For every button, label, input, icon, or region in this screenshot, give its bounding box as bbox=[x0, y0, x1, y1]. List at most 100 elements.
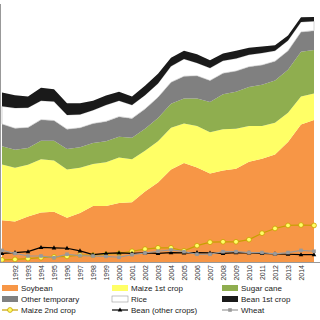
marker bbox=[182, 250, 187, 254]
marker bbox=[208, 252, 212, 256]
marker bbox=[13, 252, 17, 256]
marker bbox=[91, 253, 96, 258]
marker bbox=[299, 223, 304, 228]
marker bbox=[195, 243, 200, 248]
x-tick-label: 2004 bbox=[168, 265, 175, 281]
x-tick-label: 2013 bbox=[285, 265, 292, 281]
x-tick-label: 1993 bbox=[25, 265, 32, 281]
marker bbox=[299, 249, 303, 253]
marker bbox=[26, 254, 30, 258]
marker bbox=[221, 250, 225, 254]
x-tick-label: 1994 bbox=[38, 265, 45, 281]
marker bbox=[286, 223, 291, 228]
legend-label: Bean 1st crop bbox=[241, 295, 291, 304]
x-tick-label: 2014 bbox=[298, 265, 305, 281]
marker bbox=[234, 239, 239, 244]
x-tick-label: 1999 bbox=[103, 265, 110, 281]
legend-marker bbox=[118, 308, 123, 312]
x-tick-label: 2010 bbox=[246, 265, 253, 281]
x-tick-label: 2003 bbox=[155, 265, 162, 281]
marker bbox=[286, 251, 290, 255]
marker bbox=[234, 250, 239, 254]
x-tick-label: 2002 bbox=[142, 265, 149, 281]
legend-entry: Other temporary bbox=[2, 295, 79, 304]
marker bbox=[117, 255, 121, 259]
marker bbox=[299, 252, 304, 256]
legend-entry: Wheat bbox=[222, 306, 265, 315]
marker bbox=[195, 252, 199, 256]
marker bbox=[169, 248, 173, 252]
x-tick-label: 2011 bbox=[259, 265, 266, 280]
legend-entry: Bean 1st crop bbox=[222, 295, 291, 304]
legend-entry: Sugar cane bbox=[222, 284, 282, 293]
chart: 1992199319941995199619971998199920002001… bbox=[0, 0, 320, 320]
marker bbox=[52, 254, 57, 259]
x-tick-label: 2005 bbox=[181, 265, 188, 281]
x-tick-label: 1995 bbox=[51, 265, 58, 281]
x-tick-label: 1996 bbox=[64, 265, 71, 281]
marker bbox=[104, 251, 109, 255]
marker bbox=[312, 223, 317, 228]
marker bbox=[65, 246, 70, 250]
legend-entry: Maize 1st crop bbox=[112, 284, 184, 293]
x-tick-label: 2000 bbox=[116, 265, 123, 281]
marker bbox=[234, 250, 238, 254]
legend-marker bbox=[8, 308, 13, 313]
area-5 bbox=[2, 17, 314, 115]
marker bbox=[26, 249, 31, 253]
x-tick-label: 2008 bbox=[220, 265, 227, 281]
marker bbox=[260, 251, 265, 255]
legend-label: Soybean bbox=[21, 284, 53, 293]
marker bbox=[117, 250, 122, 254]
marker bbox=[65, 252, 69, 256]
marker bbox=[182, 248, 187, 253]
legend-label: Maize 1st crop bbox=[131, 284, 184, 293]
legend-swatch bbox=[2, 296, 18, 302]
marker bbox=[39, 245, 44, 249]
legend-swatch bbox=[112, 285, 128, 291]
legend-label: Other temporary bbox=[21, 295, 79, 304]
marker bbox=[260, 251, 264, 255]
legend-swatch bbox=[222, 296, 238, 302]
marker bbox=[273, 251, 278, 255]
marker bbox=[52, 256, 56, 260]
marker bbox=[78, 253, 83, 258]
x-tick-label: 2006 bbox=[194, 265, 201, 281]
marker bbox=[312, 249, 316, 253]
marker bbox=[52, 245, 57, 249]
x-tick-label: 2001 bbox=[129, 265, 136, 281]
x-tick-label: 2012 bbox=[272, 265, 279, 281]
marker bbox=[78, 248, 83, 252]
marker bbox=[273, 226, 278, 231]
legend-entry: Maize 2nd crop bbox=[2, 306, 76, 315]
legend-marker bbox=[228, 308, 232, 312]
marker bbox=[221, 239, 226, 244]
x-tick-label: 1998 bbox=[90, 265, 97, 281]
marker bbox=[104, 255, 108, 259]
legend-label: Rice bbox=[131, 295, 148, 304]
legend-label: Sugar cane bbox=[241, 284, 282, 293]
marker bbox=[91, 254, 95, 258]
marker bbox=[208, 240, 213, 245]
legend-label: Bean (other crops) bbox=[131, 306, 198, 315]
marker bbox=[143, 251, 147, 255]
marker bbox=[143, 250, 148, 254]
legend-swatch bbox=[112, 296, 128, 302]
legend-label: Maize 2nd crop bbox=[21, 306, 76, 315]
x-tick-label: 2007 bbox=[207, 265, 214, 281]
x-tick-label: 1992 bbox=[12, 265, 19, 281]
x-tick-label: 2009 bbox=[233, 265, 240, 281]
marker bbox=[78, 254, 82, 258]
legend-swatch bbox=[2, 285, 18, 291]
marker bbox=[118, 308, 123, 312]
marker bbox=[182, 250, 186, 254]
marker bbox=[39, 254, 43, 258]
legend-label: Wheat bbox=[241, 306, 265, 315]
y-axis bbox=[0, 4, 1, 262]
marker bbox=[247, 250, 252, 254]
marker bbox=[247, 251, 251, 255]
marker bbox=[13, 257, 18, 262]
marker bbox=[260, 231, 265, 236]
x-axis bbox=[0, 262, 320, 263]
marker bbox=[130, 253, 134, 257]
